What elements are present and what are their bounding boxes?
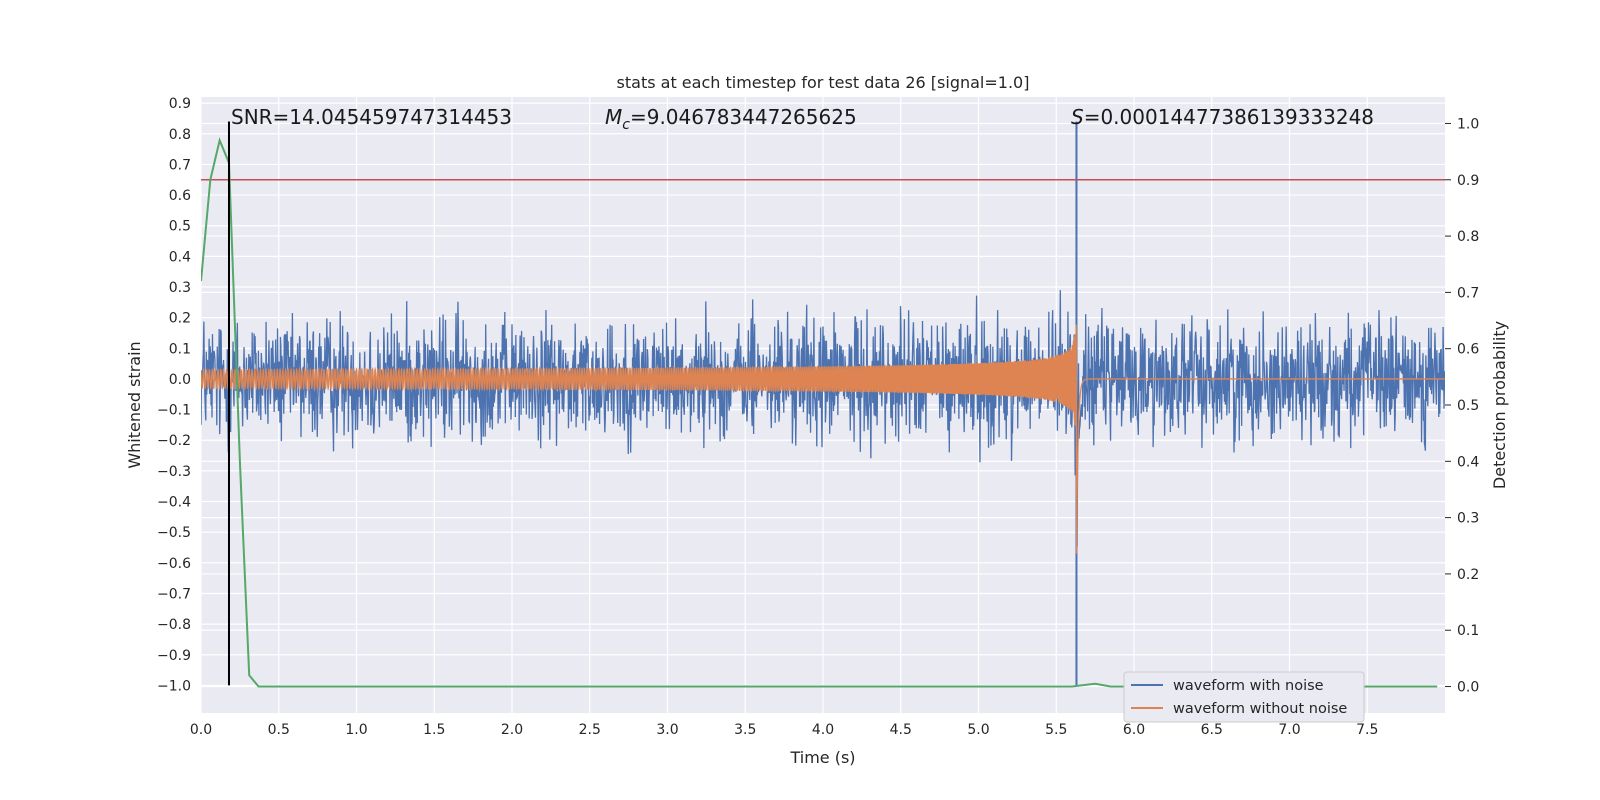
y-ticks-right: 1.0 0.9 0.8 0.7 0.6 0.5 0.4 0.3 0.2 0.1 0.0 (1445, 116, 1479, 696)
y-tick-label: 0.6 (169, 188, 191, 204)
x-tick-label: 2.5 (579, 722, 601, 738)
y-tick-label-right: 0.3 (1457, 511, 1479, 527)
y-tick-label-right: 0.0 (1457, 680, 1479, 696)
y-tick-label-right: 0.5 (1457, 398, 1479, 414)
x-tick-label: 1.5 (423, 722, 445, 738)
x-tick-label: 1.0 (345, 722, 367, 738)
y-tick-label: 0.7 (169, 157, 191, 173)
mc-symbol: M (605, 105, 622, 129)
y-tick-label: −0.2 (157, 433, 191, 449)
y-axis-label: Whitened strain (125, 341, 144, 468)
x-tick-label: 4.5 (890, 722, 912, 738)
s-symbol: S (1071, 105, 1084, 129)
x-tick-label: 3.0 (656, 722, 678, 738)
s-value: =0.00014477386139333248 (1084, 105, 1374, 129)
y-tick-label: −0.5 (157, 525, 191, 541)
series-layer (201, 121, 1445, 688)
s-annotation: S=0.00014477386139333248 (1071, 105, 1374, 129)
x-axis-label: Time (s) (789, 748, 855, 767)
x-tick-label: 4.0 (812, 722, 834, 738)
mc-value: =9.046783447265625 (630, 105, 857, 129)
y-axis-label-right: Detection probability (1490, 321, 1509, 489)
y-tick-label: 0.5 (169, 219, 191, 235)
legend: waveform with noise waveform without noi… (1123, 671, 1365, 723)
y-tick-label: −1.0 (157, 678, 191, 694)
y-tick-label: 0.8 (169, 127, 191, 143)
x-tick-label: 6.5 (1201, 722, 1223, 738)
x-tick-label: 0.5 (268, 722, 290, 738)
x-tick-label: 5.5 (1045, 722, 1067, 738)
mc-annotation: Mc=9.046783447265625 (605, 105, 857, 133)
y-tick-label: 0.0 (169, 372, 191, 388)
y-tick-label: 0.3 (169, 280, 191, 296)
series-line-waveform-without-noise (201, 324, 1445, 554)
y-tick-label-right: 0.8 (1457, 229, 1479, 245)
series-line-detection-probability (201, 137, 1438, 688)
y-tick-label-right: 0.2 (1457, 567, 1479, 583)
legend-box (1123, 671, 1365, 723)
y-tick-label-right: 0.7 (1457, 285, 1479, 301)
y-tick-label: −0.6 (157, 556, 191, 572)
x-tick-label: 0.0 (190, 722, 212, 738)
x-ticks: 0.0 0.5 1.0 1.5 2.0 2.5 3.0 3.5 4.0 4.5 5.0 5.5 6.0 6… (190, 722, 1379, 738)
y-tick-label-right: 1.0 (1457, 116, 1479, 132)
mc-subscript: c (622, 117, 630, 133)
y-tick-label: −0.3 (157, 464, 191, 480)
y-tick-label: 0.1 (169, 341, 191, 357)
y-tick-label: −0.1 (157, 403, 191, 419)
legend-label-clean: waveform without noise (1173, 701, 1347, 717)
x-tick-label: 3.5 (734, 722, 756, 738)
x-tick-label: 7.0 (1278, 722, 1300, 738)
y-tick-label: 0.9 (169, 96, 191, 112)
y-tick-label: 0.4 (169, 249, 191, 265)
y-tick-label-right: 0.1 (1457, 623, 1479, 639)
x-tick-label: 2.0 (501, 722, 523, 738)
y-tick-label: −0.8 (157, 617, 191, 633)
y-tick-label-right: 0.9 (1457, 173, 1479, 189)
chart-title: stats at each timestep for test data 26 … (617, 73, 1030, 92)
snr-annotation: SNR=14.045459747314453 (231, 105, 512, 129)
y-tick-label: 0.2 (169, 311, 191, 327)
x-tick-label: 6.0 (1123, 722, 1145, 738)
y-tick-label-right: 0.4 (1457, 454, 1479, 470)
series-line-waveform-with-noise (201, 290, 1445, 547)
x-tick-label: 7.5 (1356, 722, 1378, 738)
y-tick-label: −0.7 (157, 586, 191, 602)
legend-label-noise: waveform with noise (1173, 678, 1324, 694)
x-tick-label: 5.0 (967, 722, 989, 738)
y-tick-label: −0.4 (157, 495, 191, 511)
y-tick-label-right: 0.6 (1457, 342, 1479, 358)
y-tick-label: −0.9 (157, 648, 191, 664)
y-ticks: 0.9 0.8 0.7 0.6 0.5 0.4 0.3 0.2 0.1 0.0 −0.1 −0.2 −0… (157, 96, 191, 694)
